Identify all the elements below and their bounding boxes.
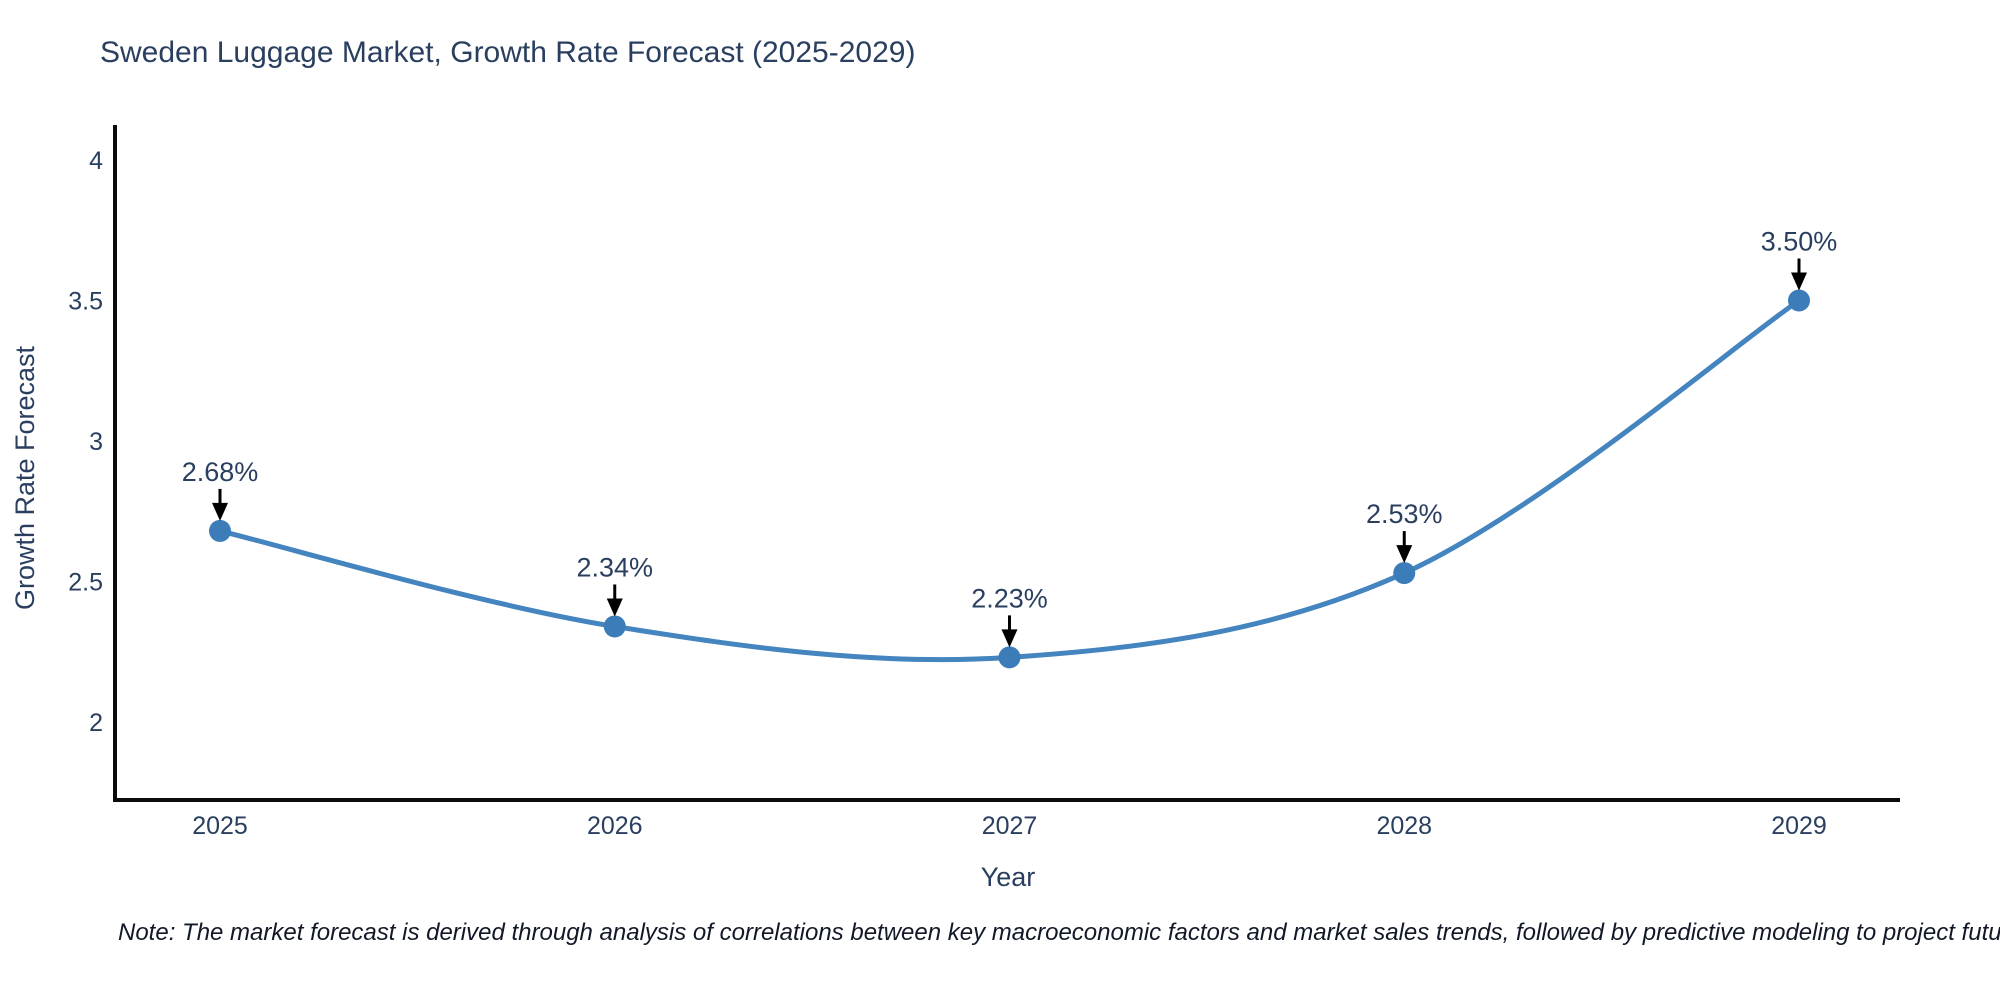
chart-footnote: Note: The market forecast is derived thr… <box>118 919 2000 946</box>
annotation-arrowhead-icon <box>212 502 228 521</box>
annotation-2025: 2.68% <box>182 457 259 521</box>
x-axis-tick-labels: 2025 2026 2027 2028 2029 <box>192 812 1827 840</box>
data-point-2026 <box>603 615 626 638</box>
x-tick-label: 2026 <box>587 812 643 840</box>
annotation-2026: 2.34% <box>576 552 653 617</box>
y-tick-label: 3.5 <box>68 288 103 316</box>
y-tick-label: 2.5 <box>68 569 103 597</box>
data-point-markers <box>209 289 1810 669</box>
annotation-label: 3.50% <box>1761 227 1838 257</box>
chart-title: Sweden Luggage Market, Growth Rate Forec… <box>100 36 916 69</box>
data-point-2028 <box>1393 562 1416 585</box>
annotation-label: 2.23% <box>971 583 1048 613</box>
annotation-label: 2.53% <box>1366 499 1443 529</box>
annotation-label: 2.34% <box>576 552 653 582</box>
y-tick-label: 2 <box>89 709 103 737</box>
data-point-2025 <box>209 519 231 542</box>
annotation-2029: 3.50% <box>1761 227 1838 291</box>
annotation-2028: 2.53% <box>1366 499 1443 564</box>
annotation-2027: 2.23% <box>971 583 1048 648</box>
y-tick-label: 4 <box>89 147 103 175</box>
annotation-arrowhead-icon <box>1396 545 1413 564</box>
data-point-2027 <box>998 646 1021 669</box>
annotation-arrowhead-icon <box>1001 629 1018 648</box>
y-tick-label: 3 <box>89 428 103 456</box>
x-tick-label: 2029 <box>1771 812 1827 840</box>
x-tick-label: 2025 <box>192 812 248 840</box>
point-annotations: 2.68% 2.34% 2.23% 2.53% 3.50% <box>182 227 1838 648</box>
annotation-arrowhead-icon <box>1791 272 1807 291</box>
annotation-arrowhead-icon <box>606 598 623 617</box>
x-tick-label: 2028 <box>1376 812 1432 840</box>
annotation-label: 2.68% <box>182 457 259 487</box>
data-point-2029 <box>1788 289 1810 312</box>
y-axis-title: Growth Rate Forecast <box>10 345 40 610</box>
y-axis-tick-labels: 2 2.5 3 3.5 4 <box>68 147 103 737</box>
x-axis-title: Year <box>981 862 1036 892</box>
x-tick-label: 2027 <box>982 812 1038 840</box>
